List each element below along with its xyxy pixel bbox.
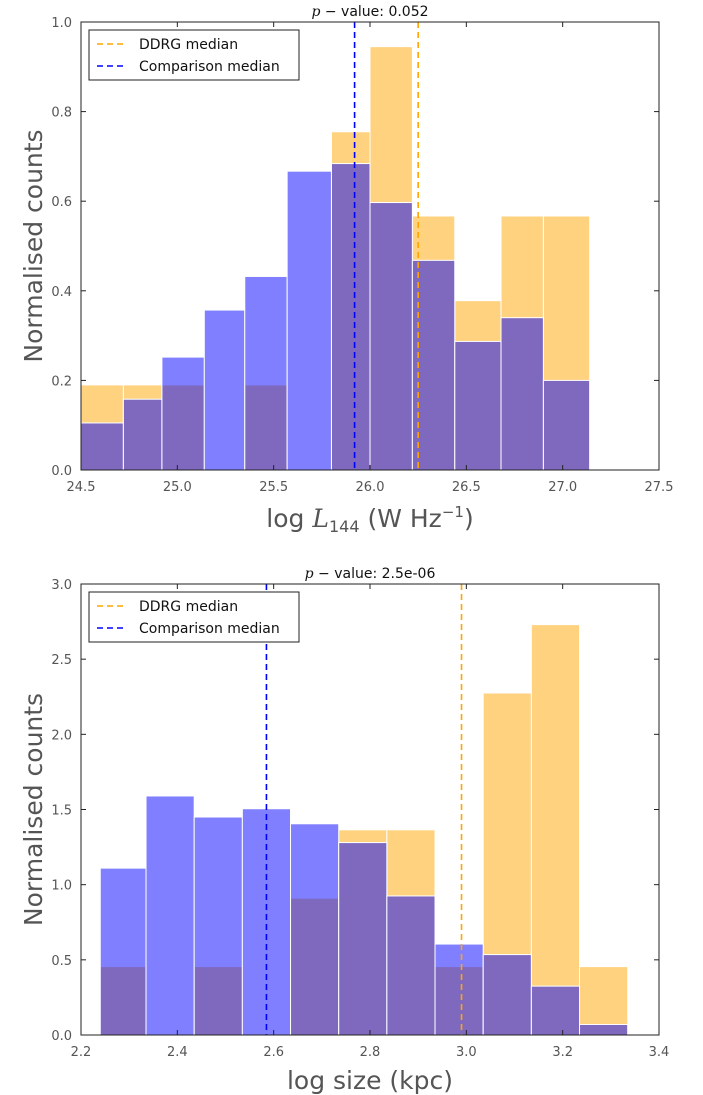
bar-comparison-2 [145, 795, 195, 1035]
bar-comparison-7 [330, 163, 371, 470]
y-tick-label: 2.0 [51, 728, 72, 743]
legend-label-1: DDRG median [139, 599, 238, 615]
legend-label-1: DDRG median [139, 37, 238, 53]
x-tick-label: 26.0 [356, 480, 385, 495]
bar-comparison-3 [161, 356, 205, 470]
title-p: p [305, 566, 314, 582]
x-axis-label: log L144 (W Hz−1) [266, 503, 473, 536]
chart-title: p − value: 2.5e-06 [305, 566, 436, 582]
plot-area [81, 22, 591, 470]
bar-comparison-9 [411, 259, 456, 470]
y-tick-label: 0.0 [51, 1029, 72, 1044]
y-tick-label: 3.0 [51, 578, 72, 593]
bar-comparison-9 [482, 954, 532, 1035]
title-minus: − [320, 4, 341, 20]
legend: DDRG median Comparison median [88, 591, 300, 643]
series-comparison [81, 163, 591, 470]
bar-comparison-4 [203, 309, 246, 470]
x-tick-label: 3.0 [456, 1045, 477, 1060]
xlabel-sub: 144 [329, 517, 360, 536]
plot-area [99, 584, 629, 1035]
bar-comparison-6 [338, 842, 388, 1035]
bar-comparison-10 [530, 985, 581, 1035]
chart-panel-1: 24.5 25.0 25.5 26.0 26.5 27.0 27.5 0.0 0.2 0.4 0.6… [19, 4, 673, 536]
y-tick-label: 1.0 [51, 879, 72, 894]
x-tick-label: 2.4 [167, 1045, 188, 1060]
x-axis-label: log size (kpc) [287, 1066, 453, 1095]
bar-comparison-4 [241, 808, 292, 1035]
y-axis-label: Normalised counts [19, 129, 48, 362]
bar-comparison-8 [369, 202, 413, 470]
bar-comparison-1 [99, 867, 147, 1035]
chart-title: p − value: 0.052 [311, 4, 428, 20]
x-tick-label: 3.2 [552, 1045, 573, 1060]
xlabel-end: ) [464, 504, 474, 533]
xlabel-pre: log size (kpc) [287, 1066, 453, 1095]
bar-comparison-1 [81, 422, 124, 470]
x-tick-label: 27.0 [548, 480, 577, 495]
x-tick-label: 3.4 [649, 1045, 670, 1060]
y-tick-label: 0.5 [51, 954, 72, 969]
bar-comparison-10 [454, 340, 502, 470]
legend-label-2: Comparison median [139, 59, 280, 75]
xlabel-math: L [311, 504, 329, 533]
bar-ddrg-10 [530, 624, 581, 1035]
bar-comparison-3 [193, 816, 243, 1035]
y-tick-label: 0.4 [51, 285, 72, 300]
bar-comparison-12 [542, 379, 591, 470]
x-tick-label: 25.0 [163, 480, 192, 495]
title-minus: − [314, 566, 335, 582]
y-tick-label: 0.0 [51, 464, 72, 479]
x-tick-label: 2.2 [71, 1045, 92, 1060]
legend-label-2: Comparison median [139, 621, 280, 637]
bar-comparison-11 [500, 317, 544, 470]
x-tick-label: 27.5 [645, 480, 674, 495]
bar-comparison-7 [386, 895, 436, 1035]
xlabel-post: (W Hz [360, 504, 442, 533]
legend-box [88, 591, 300, 643]
y-tick-label: 1.0 [51, 16, 72, 31]
y-tick-label: 2.5 [51, 653, 72, 668]
xlabel-sup: −1 [442, 503, 464, 521]
y-tick-label: 0.2 [51, 374, 72, 389]
y-tick-label: 0.6 [51, 195, 72, 210]
x-tick-label: 2.8 [360, 1045, 381, 1060]
bar-comparison-2 [122, 398, 163, 470]
x-tick-label: 26.5 [452, 480, 481, 495]
legend-box [88, 29, 300, 81]
x-tick-label: 24.5 [67, 480, 96, 495]
y-axis-label: Normalised counts [19, 693, 48, 926]
bar-comparison-5 [244, 275, 288, 470]
y-tick-label: 0.8 [51, 106, 72, 121]
title-value: value: 0.052 [341, 4, 429, 20]
x-tick-label: 2.6 [263, 1045, 284, 1060]
bar-comparison-5 [290, 823, 340, 1035]
bar-comparison-6 [286, 170, 332, 470]
bar-comparison-11 [579, 1023, 629, 1035]
xlabel-pre: log [266, 504, 312, 533]
legend: DDRG median Comparison median [88, 29, 300, 81]
x-tick-label: 25.5 [259, 480, 288, 495]
title-p: p [311, 4, 320, 20]
chart-panel-2: 2.2 2.4 2.6 2.8 3.0 3.2 3.4 0.0 0.5 1.0 1.5 2.0 2.5 3… [19, 566, 669, 1095]
bar-comparison-8 [434, 943, 484, 1035]
title-value: value: 2.5e-06 [334, 566, 435, 582]
y-tick-label: 1.5 [51, 804, 72, 819]
